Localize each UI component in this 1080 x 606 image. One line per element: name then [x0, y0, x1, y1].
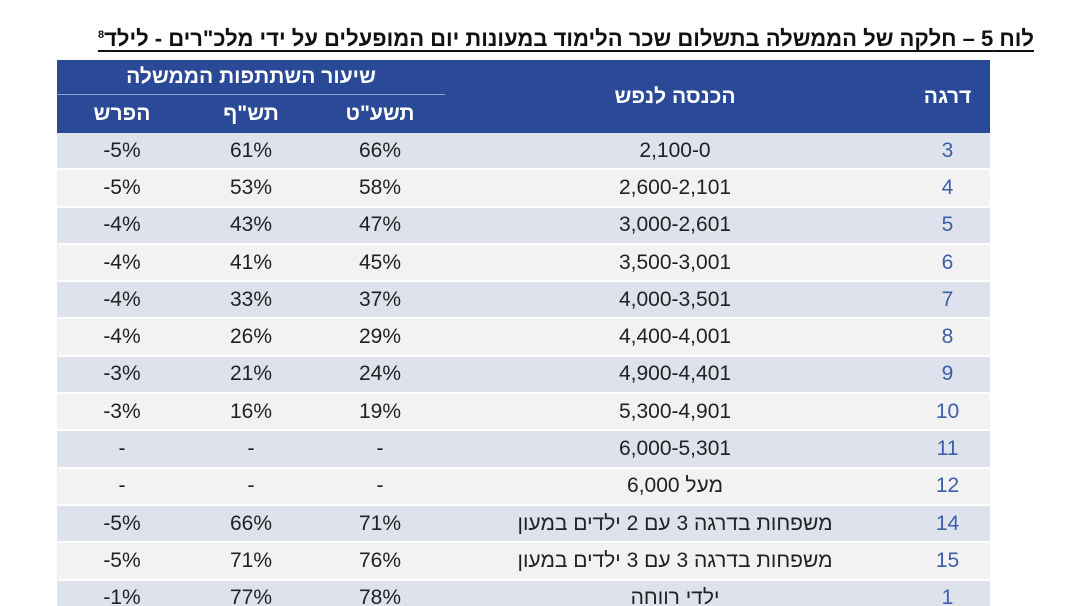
table-row: -3% 16% 19% 5,300-4,901 10	[57, 393, 991, 432]
table-title: לוח 5 – חלקה של הממשלה בתשלום שכר הלימוד…	[96, 26, 1034, 52]
year1-cell: 58%	[315, 169, 446, 208]
year2-cell: 16%	[187, 393, 315, 432]
level-cell: 15	[905, 542, 991, 581]
table-row: -4% 33% 37% 4,000-3,501 7	[57, 281, 991, 320]
year1-cell: 47%	[315, 206, 446, 245]
diff-cell: -5%	[57, 542, 187, 581]
year1-cell: 78%	[315, 579, 446, 606]
year1-cell: 24%	[315, 355, 446, 395]
income-cell: 4,000-3,501	[445, 281, 906, 320]
level-cell: 1	[905, 579, 991, 606]
level-cell: 11	[905, 430, 991, 469]
diff-cell: -5%	[57, 133, 187, 171]
year2-cell: 33%	[187, 281, 315, 320]
diff-cell: -3%	[57, 355, 187, 395]
level-cell: 6	[905, 243, 991, 283]
table-row: -4% 41% 45% 3,500-3,001 6	[57, 243, 991, 283]
level-cell: 3	[905, 133, 991, 171]
year2-cell: -	[187, 467, 315, 506]
income-cell: 5,300-4,901	[445, 393, 906, 432]
table-row: -5% 61% 66% 2,100-0 3	[57, 133, 991, 171]
income-cell: 3,000-2,601	[445, 206, 906, 245]
table-row: -4% 43% 47% 3,000-2,601 5	[57, 206, 991, 245]
table-row: -4% 26% 29% 4,400-4,001 8	[57, 318, 991, 357]
footnote-marker: 8	[97, 28, 105, 41]
year2-cell: 41%	[187, 243, 315, 283]
header-income-per-capita: הכנסה לנפש	[445, 60, 906, 133]
level-cell: 4	[905, 169, 991, 208]
year2-cell: 71%	[187, 542, 315, 581]
income-cell: 2,600-2,101	[445, 169, 906, 208]
year2-cell: 26%	[187, 318, 315, 357]
diff-cell: -1%	[57, 579, 187, 606]
income-cell: 3,500-3,001	[445, 243, 906, 283]
table-row: -3% 21% 24% 4,900-4,401 9	[57, 355, 991, 395]
year1-cell: 71%	[315, 504, 446, 544]
level-cell: 14	[905, 504, 991, 544]
year1-cell: 37%	[315, 281, 446, 320]
diff-cell: -3%	[57, 393, 187, 432]
year1-cell: 45%	[315, 243, 446, 283]
income-cell: 4,400-4,001	[445, 318, 906, 357]
header-diff: הפרש	[57, 94, 187, 133]
year2-cell: 53%	[187, 169, 315, 208]
diff-cell: -4%	[57, 281, 187, 320]
income-cell: משפחות בדרגה 3 עם 2 ילדים במעון	[445, 504, 906, 544]
income-cell: 2,100-0	[445, 133, 906, 171]
table-row: - - - מעל 6,000 12	[57, 467, 991, 506]
level-cell: 9	[905, 355, 991, 395]
level-cell: 5	[905, 206, 991, 245]
year1-cell: -	[315, 467, 446, 506]
diff-cell: -4%	[57, 243, 187, 283]
table-body: -5% 61% 66% 2,100-0 3 -5% 53% 58% 2,600-…	[57, 133, 991, 606]
year2-cell: 21%	[187, 355, 315, 395]
level-cell: 8	[905, 318, 991, 357]
income-cell: ילדי רווחה	[445, 579, 906, 606]
year2-cell: -	[187, 430, 315, 469]
diff-cell: -	[57, 430, 187, 469]
header-year-tashat: תשע"ט	[315, 94, 446, 133]
level-cell: 12	[905, 467, 991, 506]
table-row: - - - 6,000-5,301 11	[57, 430, 991, 469]
diff-cell: -	[57, 467, 187, 506]
header-year-tashaf: תש"ף	[187, 94, 315, 133]
diff-cell: -5%	[57, 169, 187, 208]
header-level: דרגה	[905, 60, 991, 133]
year1-cell: 29%	[315, 318, 446, 357]
year1-cell: 19%	[315, 393, 446, 432]
table-row: -5% 71% 76% משפחות בדרגה 3 עם 3 ילדים במ…	[57, 542, 991, 581]
diff-cell: -4%	[57, 318, 187, 357]
year1-cell: 66%	[315, 133, 446, 171]
income-cell: 4,900-4,401	[445, 355, 906, 395]
year2-cell: 66%	[187, 504, 315, 544]
header-government-share: שיעור השתתפות הממשלה	[57, 60, 446, 95]
level-cell: 10	[905, 393, 991, 432]
year1-cell: -	[315, 430, 446, 469]
year2-cell: 43%	[187, 206, 315, 245]
table-row: -5% 66% 71% משפחות בדרגה 3 עם 2 ילדים במ…	[57, 504, 991, 544]
diff-cell: -4%	[57, 206, 187, 245]
title-text: לוח 5 – חלקה של הממשלה בתשלום שכר הלימוד…	[104, 26, 1034, 51]
year2-cell: 77%	[187, 579, 315, 606]
table-row: -5% 53% 58% 2,600-2,101 4	[57, 169, 991, 208]
table-row: -1% 77% 78% ילדי רווחה 1	[57, 579, 991, 606]
year2-cell: 61%	[187, 133, 315, 171]
income-cell: מעל 6,000	[445, 467, 906, 506]
diff-cell: -5%	[57, 504, 187, 544]
income-cell: משפחות בדרגה 3 עם 3 ילדים במעון	[445, 542, 906, 581]
income-cell: 6,000-5,301	[445, 430, 906, 469]
level-cell: 7	[905, 281, 991, 320]
year1-cell: 76%	[315, 542, 446, 581]
government-share-table: שיעור השתתפות הממשלה הכנסה לנפש דרגה הפר…	[57, 60, 991, 606]
